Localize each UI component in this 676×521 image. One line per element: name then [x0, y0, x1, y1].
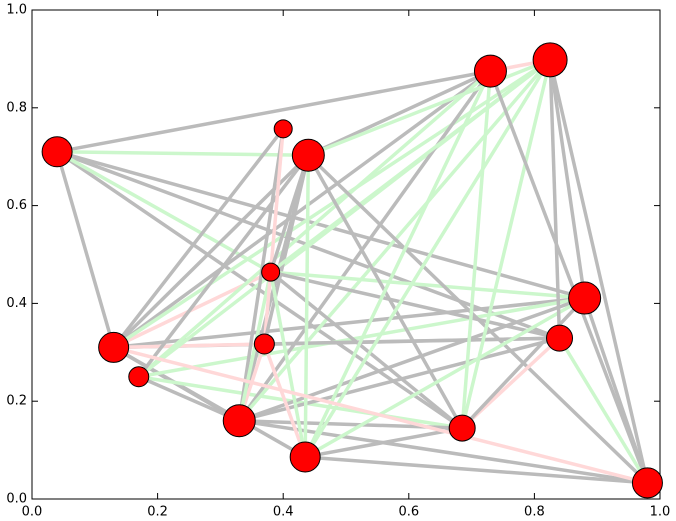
- node: [273, 119, 293, 139]
- x-tick-label: 0.0: [22, 505, 43, 520]
- x-tick-label: 1.0: [650, 505, 671, 520]
- edge: [238, 419, 648, 485]
- edge: [548, 59, 562, 339]
- node: [289, 441, 321, 473]
- edge: [113, 342, 265, 350]
- edge: [137, 154, 310, 378]
- edge: [548, 59, 587, 299]
- plot-frame: [31, 9, 661, 500]
- edge: [57, 150, 309, 157]
- edge: [460, 70, 493, 429]
- edge: [307, 69, 492, 157]
- edge: [488, 70, 650, 484]
- edge: [303, 58, 552, 458]
- edge: [238, 336, 560, 423]
- node: [546, 324, 574, 352]
- edge: [303, 155, 311, 457]
- node: [532, 42, 568, 78]
- edge: [262, 154, 311, 345]
- edge: [262, 128, 285, 345]
- edge: [112, 127, 285, 349]
- edge: [582, 297, 650, 484]
- edge: [137, 69, 492, 379]
- edge: [237, 128, 285, 422]
- edge: [303, 70, 493, 458]
- edge: [262, 343, 307, 458]
- edge: [138, 375, 240, 423]
- edge: [238, 296, 586, 423]
- edge: [305, 455, 648, 485]
- edge: [237, 70, 492, 422]
- y-tick-label: 0.6: [6, 198, 27, 213]
- edge: [270, 270, 585, 300]
- edge: [460, 296, 586, 430]
- edge: [55, 151, 116, 348]
- edge: [138, 375, 463, 430]
- edge: [113, 345, 648, 485]
- node: [41, 136, 73, 168]
- node: [253, 333, 275, 355]
- node: [222, 404, 256, 438]
- edge: [56, 69, 491, 154]
- edge: [304, 426, 463, 459]
- node: [568, 281, 602, 315]
- edge: [270, 270, 560, 340]
- node: [291, 138, 325, 172]
- edge: [269, 270, 464, 430]
- edge: [460, 59, 552, 429]
- node: [631, 467, 663, 499]
- edge: [307, 58, 551, 157]
- node: [128, 366, 150, 388]
- edge: [113, 296, 585, 350]
- edge: [112, 58, 552, 349]
- node: [473, 54, 507, 88]
- edge: [268, 154, 310, 273]
- edge: [548, 59, 650, 484]
- y-tick-label: 0.0: [6, 492, 27, 507]
- y-tick-label: 0.4: [6, 296, 27, 311]
- node: [448, 414, 476, 442]
- edge: [269, 58, 552, 274]
- x-tick-label: 0.4: [273, 505, 294, 520]
- edge: [307, 153, 649, 485]
- node: [98, 331, 130, 363]
- y-tick-label: 0.2: [6, 394, 27, 409]
- y-tick-label: 0.8: [6, 100, 27, 115]
- edge: [112, 69, 492, 349]
- x-tick-label: 0.6: [398, 505, 419, 520]
- edge: [558, 337, 649, 484]
- x-tick-label: 0.2: [147, 505, 168, 520]
- edge: [56, 150, 586, 300]
- edge: [304, 296, 586, 459]
- x-tick-label: 0.8: [524, 505, 545, 520]
- edge: [268, 271, 307, 458]
- node: [261, 262, 281, 282]
- y-tick-label: 1.0: [6, 3, 27, 18]
